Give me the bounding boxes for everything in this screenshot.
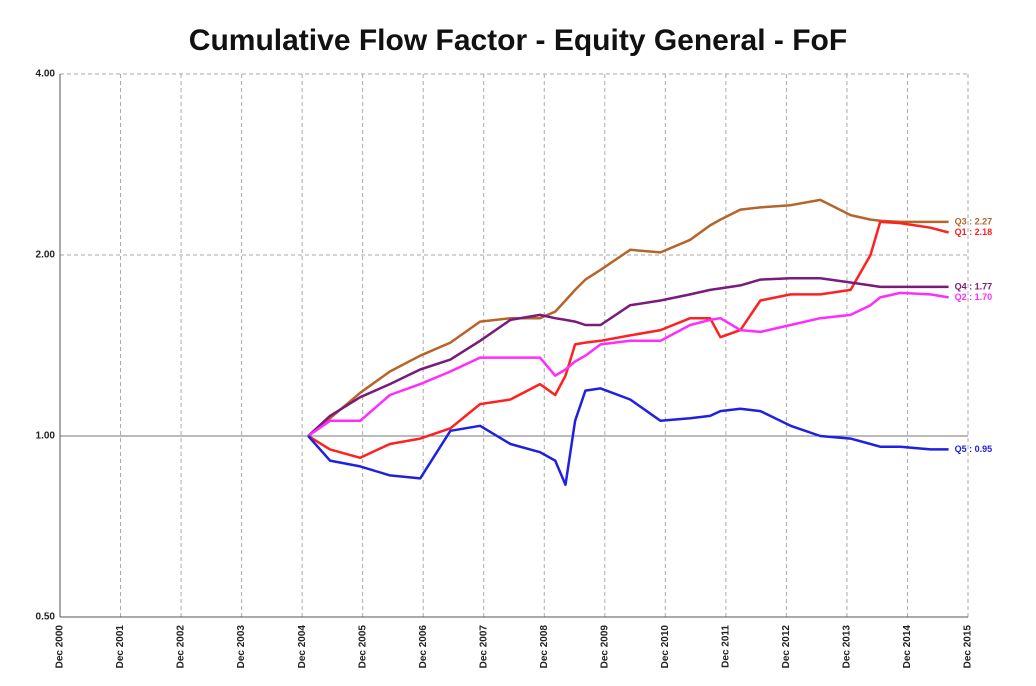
- end-label: Q5 : 0.95: [955, 444, 993, 454]
- x-tick-label: Dec 2000: [55, 625, 66, 669]
- series-line: [307, 387, 949, 486]
- x-tick-label: Dec 2004: [297, 625, 308, 669]
- end-label: Q4 : 1.77: [955, 281, 993, 291]
- x-tick-label: Dec 2009: [599, 625, 610, 669]
- x-tick-label: Dec 2011: [721, 625, 732, 668]
- end-label: Q1 : 2.18: [955, 227, 993, 237]
- x-tick-label: Dec 2007: [478, 625, 489, 669]
- y-tick-label: 2.00: [36, 250, 56, 261]
- x-tick-label: Dec 2010: [660, 625, 671, 669]
- x-tick-label: Dec 2015: [963, 625, 974, 669]
- end-label: Q2 : 1.70: [955, 292, 993, 302]
- chart-title: Cumulative Flow Factor - Equity General …: [189, 24, 847, 57]
- series-line: [307, 291, 949, 438]
- x-tick-label: Dec 2002: [176, 625, 187, 669]
- series-line: [307, 198, 949, 437]
- x-tick-label: Dec 2003: [236, 625, 247, 669]
- series-line: [307, 220, 949, 460]
- x-tick-label: Dec 2008: [539, 625, 550, 669]
- series-line: [307, 276, 949, 437]
- end-label: Q3 : 2.27: [955, 216, 993, 226]
- x-tick-label: Dec 2005: [357, 625, 368, 669]
- x-tick-label: Dec 2006: [418, 625, 429, 669]
- y-tick-label: 4.00: [36, 69, 56, 80]
- x-tick-label: Dec 2012: [781, 625, 792, 669]
- x-tick-label: Dec 2001: [115, 625, 126, 669]
- y-tick-label: 0.50: [36, 612, 56, 623]
- y-tick-label: 1.00: [36, 431, 56, 442]
- x-tick-label: Dec 2013: [842, 625, 853, 669]
- x-tick-label: Dec 2014: [902, 625, 913, 669]
